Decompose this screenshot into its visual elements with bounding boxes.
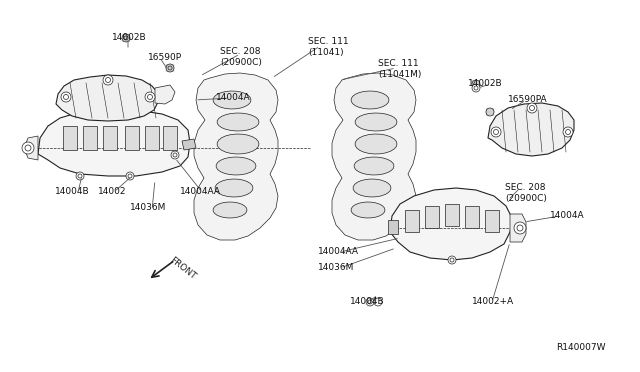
Polygon shape — [56, 75, 158, 121]
Bar — [83, 126, 97, 150]
Text: 14004A: 14004A — [216, 93, 251, 102]
Text: R140007W: R140007W — [556, 343, 605, 353]
Polygon shape — [355, 113, 397, 131]
Bar — [465, 206, 479, 228]
Circle shape — [527, 103, 537, 113]
Bar — [485, 210, 499, 232]
Polygon shape — [213, 202, 247, 218]
Polygon shape — [354, 157, 394, 175]
Polygon shape — [351, 202, 385, 218]
Polygon shape — [217, 134, 259, 154]
Circle shape — [491, 127, 501, 137]
Circle shape — [126, 172, 134, 180]
Text: (20900C): (20900C) — [505, 193, 547, 202]
Text: 14004B: 14004B — [350, 296, 385, 305]
Text: 14036M: 14036M — [130, 203, 166, 212]
Bar — [163, 126, 177, 150]
Polygon shape — [215, 179, 253, 197]
Polygon shape — [216, 157, 256, 175]
Text: SEC. 208: SEC. 208 — [505, 183, 545, 192]
Polygon shape — [355, 134, 397, 154]
Text: 14036M: 14036M — [318, 263, 355, 272]
Polygon shape — [182, 139, 196, 150]
Circle shape — [122, 34, 130, 42]
Bar — [405, 210, 419, 232]
Circle shape — [472, 84, 480, 92]
Circle shape — [22, 142, 34, 154]
Circle shape — [171, 151, 179, 159]
Text: 16590P: 16590P — [148, 52, 182, 61]
Text: SEC. 111: SEC. 111 — [378, 60, 419, 68]
Polygon shape — [332, 73, 416, 240]
Text: 14004AA: 14004AA — [180, 186, 221, 196]
Bar — [125, 126, 139, 150]
Polygon shape — [213, 91, 251, 109]
Circle shape — [145, 92, 155, 102]
Text: 14002B: 14002B — [468, 78, 502, 87]
Polygon shape — [155, 85, 175, 104]
Polygon shape — [38, 110, 190, 176]
Circle shape — [514, 222, 526, 234]
Polygon shape — [217, 113, 259, 131]
Circle shape — [166, 64, 174, 72]
Polygon shape — [24, 136, 38, 160]
Circle shape — [563, 127, 573, 137]
Text: (20900C): (20900C) — [220, 58, 262, 67]
Bar — [425, 206, 439, 228]
Polygon shape — [510, 214, 526, 242]
Text: 14004A: 14004A — [550, 211, 584, 219]
Text: (11041): (11041) — [308, 48, 344, 57]
Text: 14002: 14002 — [98, 186, 127, 196]
Polygon shape — [353, 179, 391, 197]
Bar — [445, 204, 459, 226]
Text: 16590PA: 16590PA — [508, 94, 548, 103]
Text: SEC. 208: SEC. 208 — [220, 46, 260, 55]
Polygon shape — [488, 103, 574, 156]
Circle shape — [61, 92, 71, 102]
Bar — [103, 126, 117, 150]
Circle shape — [472, 80, 480, 88]
Text: FRONT: FRONT — [168, 255, 198, 281]
Circle shape — [76, 172, 84, 180]
Circle shape — [448, 256, 456, 264]
Text: 14004AA: 14004AA — [318, 247, 359, 256]
Polygon shape — [194, 73, 278, 240]
Circle shape — [486, 108, 494, 116]
Circle shape — [366, 298, 374, 306]
Text: 14002B: 14002B — [112, 32, 147, 42]
Polygon shape — [351, 91, 389, 109]
Bar — [63, 126, 77, 150]
Text: 14004B: 14004B — [55, 186, 90, 196]
Circle shape — [374, 298, 382, 306]
Polygon shape — [390, 188, 512, 260]
Text: SEC. 111: SEC. 111 — [308, 36, 349, 45]
Polygon shape — [388, 220, 398, 234]
Text: (11041M): (11041M) — [378, 71, 421, 80]
Circle shape — [103, 75, 113, 85]
Bar — [145, 126, 159, 150]
Text: 14002+A: 14002+A — [472, 296, 514, 305]
